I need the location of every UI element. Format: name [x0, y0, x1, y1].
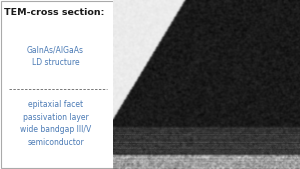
Text: epitaxial facet
passivation layer
wide bandgap III/V
semiconductor: epitaxial facet passivation layer wide b… [20, 100, 91, 147]
Bar [0, 0, 112, 169]
Text: TEM-cross section:: TEM-cross section: [4, 8, 104, 17]
Text: GaInAs/AlGaAs
LD structure: GaInAs/AlGaAs LD structure [27, 45, 84, 67]
